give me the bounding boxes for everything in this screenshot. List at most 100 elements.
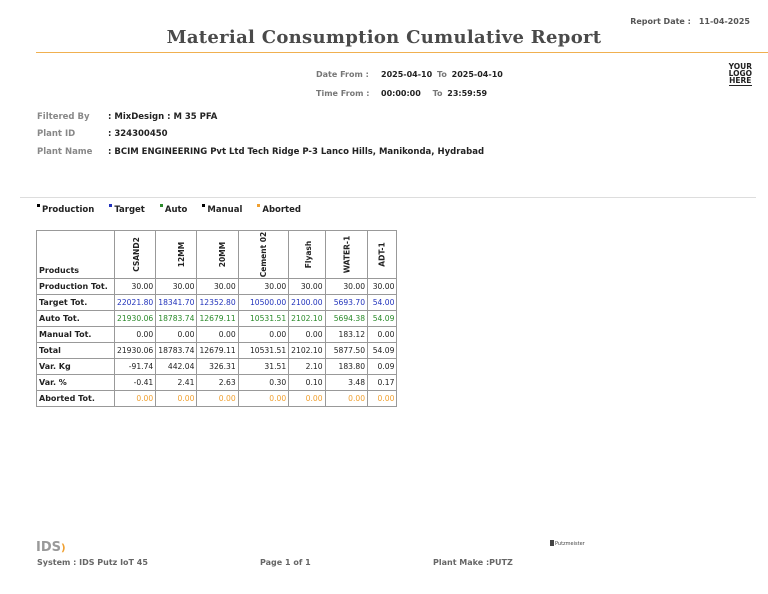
table-cell: 0.00 bbox=[237, 390, 290, 407]
table-cell: 54.09 bbox=[367, 310, 398, 327]
date-from-label: Date From : bbox=[316, 70, 369, 79]
date-range: Date From : 2025-04-10 To 2025-04-10 bbox=[316, 70, 503, 79]
table-cell: 31.51 bbox=[237, 358, 290, 375]
table-cell: 0.00 bbox=[288, 326, 326, 343]
table-cell: 0.00 bbox=[113, 390, 157, 407]
legend-item: Target bbox=[109, 204, 145, 215]
table-cell: 5877.50 bbox=[324, 342, 369, 359]
table-cell: 22021.80 bbox=[113, 294, 157, 311]
table-cell: 12679.11 bbox=[196, 342, 239, 359]
table-cell: 0.00 bbox=[367, 326, 398, 343]
legend-swatch bbox=[202, 204, 206, 207]
column-header: CSAND2 bbox=[113, 230, 157, 279]
legend-swatch bbox=[109, 204, 113, 207]
table-cell: 10531.51 bbox=[237, 310, 290, 327]
table-cell: 12679.11 bbox=[196, 310, 239, 327]
legend-label: Production bbox=[42, 205, 95, 215]
report-title: Material Consumption Cumulative Report bbox=[166, 27, 602, 48]
filtered-by-label: Filtered By bbox=[37, 112, 90, 122]
date-from-value: 2025-04-10 bbox=[381, 70, 433, 79]
table-cell: 2.10 bbox=[288, 358, 326, 375]
table-cell: 2102.10 bbox=[288, 342, 326, 359]
column-header: 12MM bbox=[155, 230, 198, 279]
row-label: Target Tot. bbox=[36, 294, 115, 311]
column-header: ADT-1 bbox=[367, 230, 398, 279]
table-cell: 30.00 bbox=[196, 278, 239, 295]
putzmeister-mark-icon bbox=[550, 540, 554, 546]
table-cell: 2100.00 bbox=[288, 294, 326, 311]
legend-divider bbox=[20, 197, 756, 198]
column-header: Cement 02 bbox=[237, 230, 290, 279]
company-logo-placeholder: YOUR LOGO HERE bbox=[728, 62, 752, 86]
logo-line: YOUR bbox=[728, 62, 752, 71]
table-cell: 0.00 bbox=[155, 390, 198, 407]
table-cell: 442.04 bbox=[155, 358, 198, 375]
row-label: Var. % bbox=[36, 374, 115, 391]
table-cell: 0.00 bbox=[237, 326, 290, 343]
filtered-by-value: : MixDesign : M 35 PFA bbox=[108, 112, 218, 122]
legend-item: Auto bbox=[159, 204, 187, 215]
column-header-label: 20MM bbox=[218, 241, 228, 268]
table-cell: 12352.80 bbox=[196, 294, 239, 311]
table-cell: 54.09 bbox=[367, 342, 398, 359]
footer-page-number: Page 1 of 1 bbox=[260, 558, 311, 567]
column-header: WATER-1 bbox=[324, 230, 369, 279]
legend-label: Manual bbox=[207, 205, 243, 215]
table-cell: 0.00 bbox=[155, 326, 198, 343]
table-cell: 0.00 bbox=[324, 390, 369, 407]
row-label: Var. Kg bbox=[36, 358, 115, 375]
table-row: Target Tot. 22021.80 18341.70 12352.80 10500… bbox=[36, 294, 398, 311]
table-cell: 0.17 bbox=[367, 374, 398, 391]
putzmeister-logo-text: Putzmeister bbox=[555, 541, 585, 547]
legend: Production Target Auto Manual Aborted bbox=[37, 204, 316, 215]
plant-name-row: Plant Name : BCIM ENGINEERING Pvt Ltd Tec… bbox=[37, 147, 484, 157]
ids-logo: IDS) bbox=[36, 540, 66, 555]
table-cell: 0.09 bbox=[367, 358, 398, 375]
table-cell: 10531.51 bbox=[237, 342, 290, 359]
table-cell: 30.00 bbox=[324, 278, 369, 295]
legend-swatch bbox=[159, 204, 163, 207]
table-cell: 10500.00 bbox=[237, 294, 290, 311]
products-header: Products bbox=[36, 230, 115, 279]
table-cell: 0.00 bbox=[196, 326, 239, 343]
table-cell: 0.30 bbox=[237, 374, 290, 391]
report-date-value: 11-04-2025 bbox=[698, 17, 750, 26]
table-cell: 30.00 bbox=[237, 278, 290, 295]
plant-id-row: Plant ID: 324300450 bbox=[37, 129, 168, 139]
row-label: Aborted Tot. bbox=[36, 390, 115, 407]
table-cell: 2.63 bbox=[196, 374, 239, 391]
legend-item: Aborted bbox=[257, 204, 301, 215]
table-cell: 21930.06 bbox=[113, 310, 157, 327]
table-cell: 5694.38 bbox=[324, 310, 369, 327]
footer-plant-make: Plant Make :PUTZ bbox=[433, 558, 513, 567]
logo-line: LOGO bbox=[728, 69, 752, 78]
plant-name-value: : BCIM ENGINEERING Pvt Ltd Tech Ridge P-… bbox=[108, 147, 485, 157]
column-header-label: CSAND2 bbox=[131, 237, 141, 272]
legend-label: Target bbox=[114, 205, 145, 215]
table-cell: 3.48 bbox=[324, 374, 369, 391]
legend-label: Aborted bbox=[262, 205, 301, 215]
table-cell: 183.80 bbox=[324, 358, 369, 375]
time-from-value: 00:00:00 bbox=[381, 89, 421, 98]
table-cell: 2.41 bbox=[155, 374, 198, 391]
column-header-label: Cement 02 bbox=[258, 231, 268, 278]
logo-line: HERE bbox=[729, 76, 752, 85]
time-to-label: To bbox=[432, 89, 443, 98]
consumption-table: Products CSAND2 12MM 20MM Cement 02 Flyash WA… bbox=[36, 230, 398, 407]
plant-name-label: Plant Name bbox=[37, 147, 93, 157]
column-header: 20MM bbox=[196, 230, 239, 279]
column-header-label: 12MM bbox=[177, 241, 187, 268]
plant-id-label: Plant ID bbox=[37, 129, 76, 139]
table-cell: 18783.74 bbox=[155, 310, 198, 327]
table-cell: 0.00 bbox=[367, 390, 398, 407]
row-label: Manual Tot. bbox=[36, 326, 115, 343]
time-from-label: Time From : bbox=[316, 89, 370, 98]
table-cell: -0.41 bbox=[113, 374, 157, 391]
table-row: Aborted Tot. 0.00 0.00 0.00 0.00 0.00 0.00 0.00 bbox=[36, 390, 398, 407]
table-row: Auto Tot. 21930.06 18783.74 12679.11 10531.5… bbox=[36, 310, 398, 327]
table-cell: 30.00 bbox=[367, 278, 398, 295]
footer-system: System : IDS Putz IoT 45 bbox=[37, 558, 148, 567]
row-label: Auto Tot. bbox=[36, 310, 115, 327]
table-cell: 18341.70 bbox=[155, 294, 198, 311]
report-date-label: Report Date : bbox=[630, 17, 691, 26]
